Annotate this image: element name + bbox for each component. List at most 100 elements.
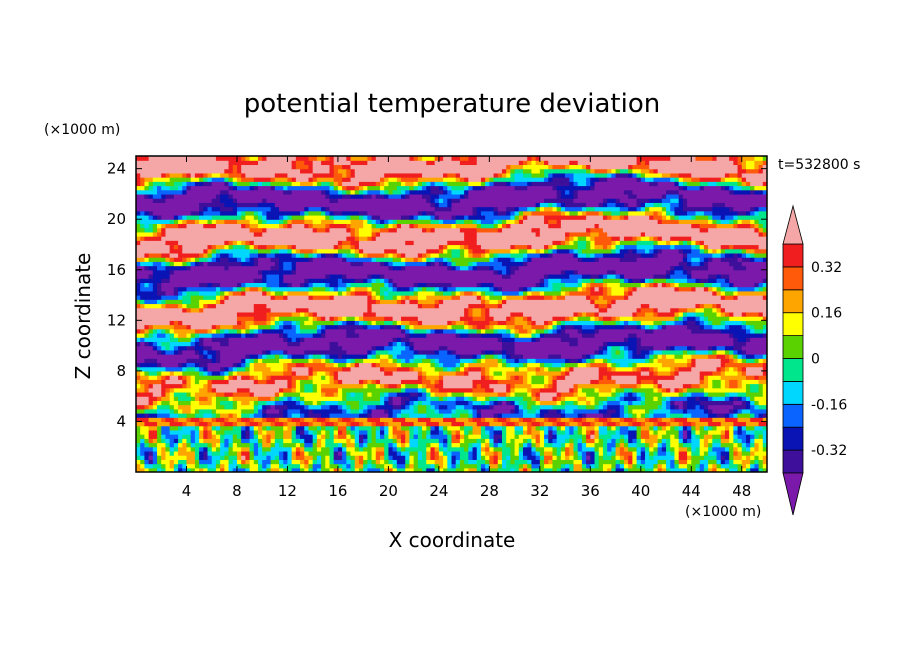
- field-cell: [691, 413, 709, 418]
- field-cell: [720, 421, 734, 427]
- field-cell: [333, 164, 343, 170]
- field-cell: [615, 387, 625, 393]
- field-cell: [396, 185, 411, 191]
- field-cell: [758, 455, 764, 460]
- field-cell: [468, 450, 474, 456]
- field-cell: [535, 160, 545, 166]
- field-cell: [152, 282, 158, 288]
- field-cell: [169, 219, 175, 225]
- field-cell: [459, 160, 478, 166]
- field-cell: [645, 391, 663, 397]
- field-cell: [392, 425, 398, 431]
- field-cell: [136, 387, 146, 393]
- field-cell: [329, 286, 335, 292]
- field-cell: [733, 341, 747, 347]
- field-cell: [287, 214, 293, 220]
- field-cell: [506, 387, 511, 393]
- field-cell: [392, 370, 419, 376]
- field-cell: [392, 404, 402, 410]
- field-cell: [552, 172, 566, 178]
- field-cell: [173, 244, 179, 250]
- field-cell: [459, 316, 474, 321]
- field-cell: [371, 219, 377, 225]
- field-cell: [312, 455, 318, 460]
- field-cell: [363, 320, 368, 326]
- field-cell: [413, 358, 423, 364]
- field-cell: [350, 450, 368, 456]
- field-cell: [300, 248, 314, 254]
- field-cell: [754, 396, 767, 401]
- field-cell: [493, 446, 503, 452]
- field-cell: [653, 278, 667, 283]
- field-cell: [363, 459, 368, 465]
- field-cell: [266, 429, 276, 435]
- field-cell: [262, 421, 272, 427]
- field-cell: [451, 429, 457, 435]
- field-cell: [417, 223, 453, 229]
- field-cell: [548, 172, 554, 178]
- field-cell: [674, 214, 680, 220]
- field-cell: [447, 349, 453, 355]
- field-cell: [695, 446, 701, 452]
- field-cell: [699, 181, 709, 187]
- field-cell: [144, 236, 162, 241]
- field-cell: [468, 362, 499, 368]
- field-cell: [666, 467, 671, 472]
- field-cell: [489, 383, 507, 389]
- field-cell: [615, 442, 621, 448]
- field-cell: [602, 463, 612, 469]
- field-cell: [157, 185, 162, 191]
- field-cell: [220, 442, 225, 448]
- field-cell: [514, 345, 600, 351]
- field-cell: [552, 328, 558, 334]
- field-cell: [531, 168, 541, 174]
- field-cell: [699, 417, 713, 423]
- field-cell: [737, 257, 743, 262]
- field-cell: [312, 383, 318, 389]
- field-cell: [615, 429, 621, 435]
- field-cell: [619, 236, 625, 241]
- field-cell: [560, 455, 566, 460]
- field-cell: [178, 332, 188, 338]
- field-cell: [468, 413, 474, 418]
- field-cell: [426, 261, 432, 267]
- field-cell: [623, 387, 633, 393]
- field-cell: [388, 261, 394, 267]
- field-cell: [312, 164, 331, 170]
- field-cell: [586, 295, 591, 300]
- field-cell: [140, 442, 146, 448]
- field-cell: [257, 400, 267, 406]
- field-cell: [619, 417, 625, 423]
- field-cell: [354, 362, 360, 368]
- field-cell: [304, 206, 310, 212]
- field-cell: [518, 442, 524, 448]
- field-cell: [136, 177, 141, 182]
- field-cell: [758, 442, 764, 448]
- field-cell: [623, 463, 629, 469]
- field-cell: [535, 231, 541, 237]
- field-cell: [586, 362, 591, 368]
- field-cell: [211, 244, 217, 250]
- field-cell: [653, 345, 667, 351]
- field-cell: [136, 202, 200, 208]
- field-cell: [157, 459, 162, 465]
- field-cell: [497, 286, 503, 292]
- field-cell: [262, 358, 280, 364]
- field-cell: [266, 450, 280, 456]
- field-cell: [136, 299, 141, 305]
- field-cell: [670, 370, 676, 376]
- field-cell: [560, 450, 566, 456]
- field-cell: [670, 438, 680, 444]
- field-cell: [560, 366, 566, 372]
- field-cell: [459, 413, 469, 418]
- field-cell: [649, 434, 659, 439]
- field-cell: [602, 455, 612, 460]
- field-cell: [548, 459, 554, 465]
- field-cell: [253, 434, 259, 439]
- field-cell: [329, 429, 335, 435]
- field-cell: [758, 168, 764, 174]
- field-cell: [249, 442, 255, 448]
- field-cell: [173, 324, 188, 330]
- field-cell: [531, 332, 537, 338]
- field-cell: [136, 219, 141, 225]
